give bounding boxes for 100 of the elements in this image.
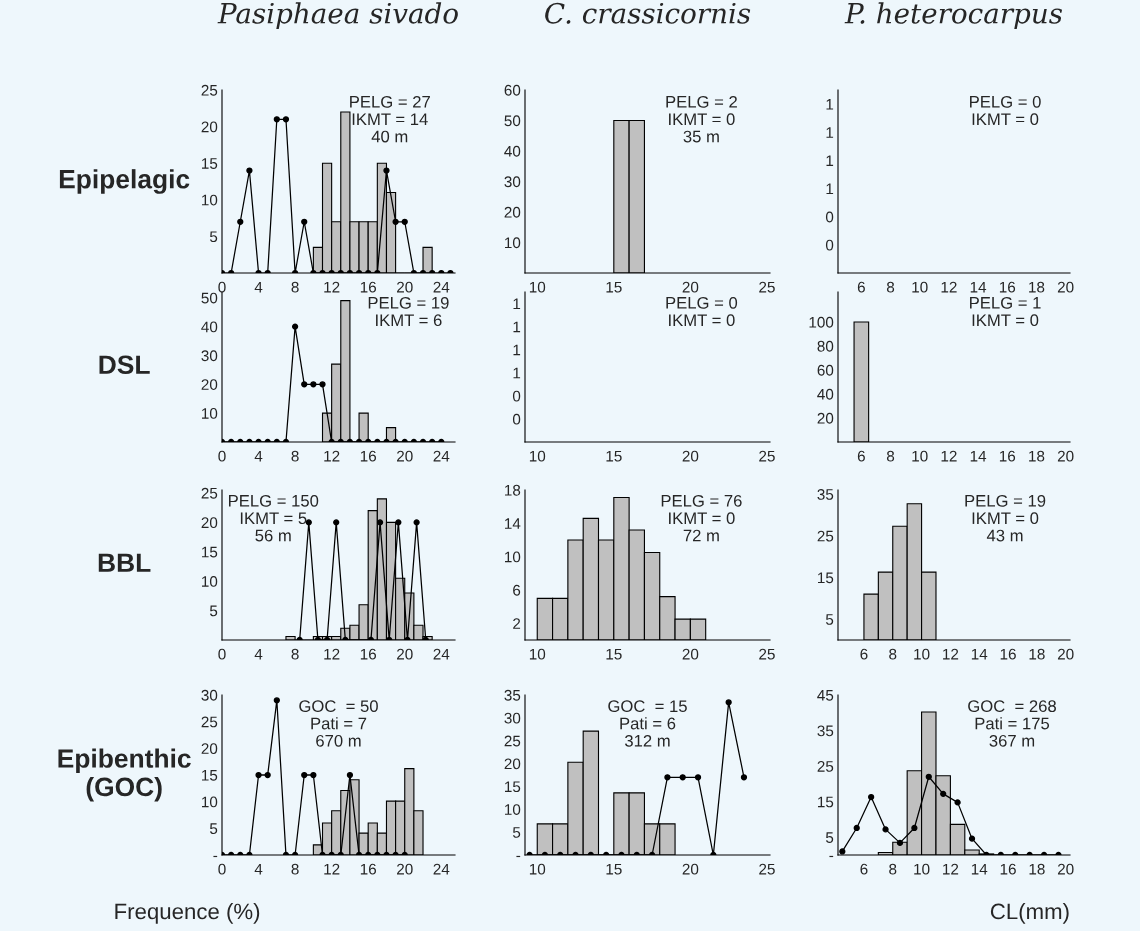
x-tick-label: 20 [1057, 281, 1074, 293]
x-tick-label: 6 [857, 281, 865, 293]
x-tick-label: 12 [943, 648, 959, 660]
annotation: PELG = 19 IKMT = 0 43 m [965, 494, 1046, 542]
y-tick-label: 10 [505, 237, 521, 249]
x-tick-label: 10 [912, 450, 928, 462]
annotation: PELG = 0 IKMT = 0 [970, 95, 1041, 126]
y-tick-label: 15 [505, 781, 521, 793]
y-tick-label: 45 [817, 690, 834, 701]
y-tick-label: 20 [201, 517, 218, 529]
y-tick-label: 50 [201, 292, 218, 304]
chart-title: Pasiphaea sivado [217, 2, 458, 30]
y-tick-label: 25 [817, 760, 834, 772]
x-tick-label: 10 [529, 281, 546, 293]
x-tick-label: 20 [397, 863, 413, 875]
x-tick-label: 6 [857, 450, 865, 462]
x-tick-label: 12 [324, 648, 340, 660]
y-tick-label: 50 [504, 115, 521, 127]
x-tick-label: 14 [970, 281, 987, 293]
x-tick-label: 15 [606, 450, 622, 462]
y-tick-label: 5 [209, 823, 218, 835]
x-tick-label: 14 [971, 648, 988, 660]
y-tick-label: 5 [209, 605, 218, 617]
annotation: GOC = 15 Pati = 6 312 m [608, 700, 687, 747]
y-tick-label: 80 [817, 340, 834, 352]
y-axis-title: Epipelagic [59, 169, 190, 194]
y-tick-label: 0 [825, 211, 834, 223]
chart-title: C. crassicornis [545, 2, 751, 24]
x-tick-label: 18 [1029, 281, 1045, 293]
y-tick-label: 10 [202, 408, 218, 419]
x-tick-label: 10 [912, 281, 928, 293]
x-tick-label: 15 [606, 281, 622, 293]
text: Frequence (%) [115, 903, 260, 924]
y-tick-label: 25 [201, 84, 218, 96]
x-tick-label: 0 [218, 450, 226, 462]
x-tick-label: 25 [759, 863, 775, 875]
x-tick-label: 8 [291, 648, 299, 660]
y-tick-label: 1 [826, 127, 834, 138]
chart-title: P. heterocarpus [844, 2, 1063, 30]
x-tick-label: 12 [324, 281, 340, 293]
y-tick-label: 25 [817, 530, 834, 542]
x-tick-label: 16 [999, 450, 1016, 462]
y-tick-label: 60 [504, 84, 521, 96]
annotation: PELG = 150 IKMT = 5 56 m [228, 494, 319, 542]
y-tick-label: 60 [817, 364, 834, 376]
x-tick-label: 16 [999, 281, 1016, 293]
y-tick-label: 30 [201, 689, 218, 701]
x-tick-label: 14 [970, 450, 987, 462]
y-tick-label: 20 [201, 379, 218, 390]
annotation: GOC = 268 Pati = 175 367 m [968, 700, 1056, 747]
x-tick-label: 8 [889, 648, 897, 660]
x-tick-label: 20 [397, 648, 413, 660]
y-tick-label: 5 [209, 231, 218, 243]
x-tick-label: 18 [1029, 450, 1045, 462]
x-tick-label: 24 [433, 648, 450, 660]
x-tick-label: 16 [360, 450, 377, 462]
annotation: PELG = 0 IKMT = 0 [666, 296, 738, 327]
y-tick-label: 35 [504, 689, 521, 701]
x-tick-label: 0 [218, 281, 226, 293]
y-tick-label: 15 [818, 572, 834, 584]
x-tick-label: 25 [759, 648, 775, 660]
x-tick-label: 10 [529, 450, 546, 462]
x-tick-label: 18 [1029, 648, 1045, 660]
x-tick-label: 16 [360, 648, 377, 660]
x-tick-label: 8 [889, 863, 897, 875]
y-tick-label: 30 [504, 176, 521, 188]
x-tick-label: 20 [1057, 648, 1074, 660]
x-tick-label: 16 [360, 863, 377, 875]
x-tick-label: 4 [254, 281, 263, 293]
x-tick-label: 20 [682, 648, 699, 660]
y-tick-label: 1 [826, 183, 834, 195]
y-tick-label: 10 [505, 804, 521, 815]
x-tick-label: 25 [759, 450, 775, 462]
x-tick-label: 12 [324, 863, 340, 875]
x-tick-label: 0 [218, 648, 226, 660]
y-tick-label: 10 [505, 551, 521, 563]
x-tick-label: 18 [1029, 863, 1045, 875]
annotation: GOC = 50 Pati = 7 670 m [299, 700, 378, 747]
x-tick-label: 15 [606, 863, 622, 875]
y-tick-label: 5 [825, 614, 834, 625]
x-tick-label: 4 [254, 648, 263, 660]
y-tick-label: 0 [825, 239, 834, 251]
x-tick-label: 20 [1057, 863, 1074, 875]
y-tick-label: 40 [201, 321, 218, 333]
y-tick-label: 18 [505, 484, 521, 496]
y-tick-label: 10 [202, 576, 218, 587]
x-tick-label: 4 [254, 863, 263, 875]
annotation: PELG = 27 IKMT = 14 40 m [350, 95, 430, 143]
x-tick-label: 4 [254, 450, 263, 462]
x-tick-label: 10 [529, 648, 546, 660]
x-tick-label: 24 [433, 450, 450, 462]
y-tick-label: 25 [201, 487, 218, 499]
y-tick-label: 40 [817, 388, 834, 400]
y-tick-label: 20 [201, 743, 218, 755]
x-tick-label: 12 [941, 450, 957, 462]
y-tick-label: 20 [504, 758, 521, 770]
x-tick-label: 25 [759, 281, 775, 293]
y-tick-label: 15 [818, 796, 834, 808]
y-tick-label: 1 [513, 321, 521, 333]
y-tick-label: 30 [201, 350, 218, 362]
